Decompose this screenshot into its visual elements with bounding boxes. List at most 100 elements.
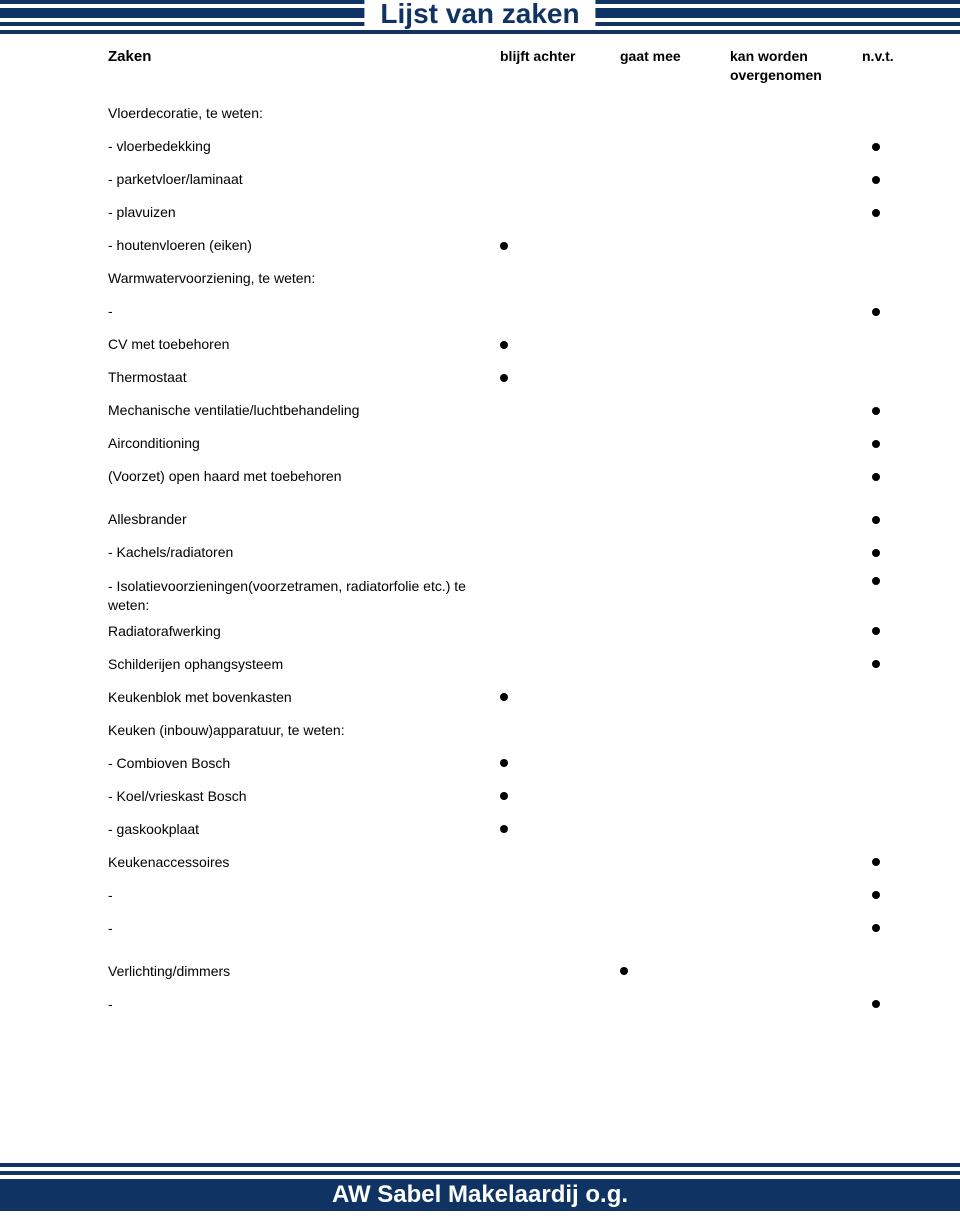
dot-icon	[872, 577, 880, 585]
table-row: CV met toebehoren	[108, 328, 868, 361]
item-label: Warmwatervoorziening, te weten:	[108, 269, 500, 288]
dot-icon	[500, 693, 508, 701]
table-body: Vloerdecoratie, te weten: - vloerbedekkin…	[108, 97, 868, 1021]
item-label: Keuken (inbouw)apparatuur, te weten:	[108, 721, 500, 740]
cell-c1	[500, 341, 620, 349]
item-label: Airconditioning	[108, 434, 500, 453]
dot-icon	[620, 967, 628, 975]
item-label: Allesbrander	[108, 510, 500, 529]
cell-c4	[862, 516, 922, 524]
header-col-kan-worden-sub: overgenomen	[730, 67, 822, 83]
cell-c1	[500, 693, 620, 701]
item-label: Vloerdecoratie, te weten:	[108, 104, 500, 123]
item-label: -	[108, 886, 500, 905]
item-label: - vloerbedekking	[108, 137, 500, 156]
dot-icon	[872, 891, 880, 899]
cell-c4	[862, 1000, 922, 1008]
footer-text: AW Sabel Makelaardij o.g.	[332, 1181, 628, 1209]
cell-c1	[500, 374, 620, 382]
table-row: -	[108, 912, 868, 945]
cell-c4	[862, 209, 922, 217]
item-label: Radiatorafwerking	[108, 622, 500, 641]
footer-band: AW Sabel Makelaardij o.g.	[0, 1159, 960, 1211]
table-row: - Isolatievoorzieningen(voorzetramen, ra…	[108, 577, 868, 615]
dot-icon	[872, 924, 880, 932]
dot-icon	[872, 209, 880, 217]
dot-icon	[872, 1000, 880, 1008]
item-label: - plavuizen	[108, 203, 500, 222]
cell-c4	[862, 440, 922, 448]
table-row: Allesbrander	[108, 503, 868, 536]
cell-c4	[862, 143, 922, 151]
item-label: -	[108, 919, 500, 938]
title-band: Lijst van zaken	[0, 0, 960, 34]
dot-icon	[872, 858, 880, 866]
item-label: Mechanische ventilatie/luchtbehandeling	[108, 401, 500, 420]
table-row: - Kachels/radiatoren	[108, 536, 868, 569]
cell-c1	[500, 825, 620, 833]
table-row: Keuken (inbouw)apparatuur, te weten:	[108, 714, 868, 747]
table-row: Schilderijen ophangsysteem	[108, 648, 868, 681]
table-row: -	[108, 879, 868, 912]
cell-c1	[500, 242, 620, 250]
dot-icon	[500, 792, 508, 800]
item-label: - Kachels/radiatoren	[108, 543, 500, 562]
cell-c1	[500, 792, 620, 800]
item-label: Thermostaat	[108, 368, 500, 387]
stripe-thin	[0, 30, 960, 34]
item-label: CV met toebehoren	[108, 335, 500, 354]
spacer	[108, 67, 730, 83]
dot-icon	[500, 374, 508, 382]
dot-icon	[872, 549, 880, 557]
table-row: Warmwatervoorziening, te weten:	[108, 262, 868, 295]
table-row: -	[108, 295, 868, 328]
item-label: - houtenvloeren (eiken)	[108, 236, 500, 255]
table-header-subrow: overgenomen	[108, 67, 868, 83]
header-col-gaat-mee: gaat mee	[620, 48, 730, 65]
dot-icon	[500, 759, 508, 767]
table-row: -	[108, 988, 868, 1021]
dot-icon	[500, 242, 508, 250]
table-row: Thermostaat	[108, 361, 868, 394]
header-col-nvt: n.v.t.	[862, 48, 922, 65]
dot-icon	[500, 341, 508, 349]
item-label: - Koel/vrieskast Bosch	[108, 787, 500, 806]
header-col-blijft-achter: blijft achter	[500, 48, 620, 65]
item-label: - Combioven Bosch	[108, 754, 500, 773]
cell-c4	[862, 407, 922, 415]
cell-c4	[862, 924, 922, 932]
table-header-row: Zaken blijft achter gaat mee kan worden …	[108, 48, 868, 65]
cell-c4	[862, 176, 922, 184]
table-row: Verlichting/dimmers	[108, 955, 868, 988]
dot-icon	[872, 473, 880, 481]
dot-icon	[872, 516, 880, 524]
table-row: Vloerdecoratie, te weten:	[108, 97, 868, 130]
dot-icon	[872, 308, 880, 316]
table-row: - Koel/vrieskast Bosch	[108, 780, 868, 813]
cell-c2	[620, 967, 730, 975]
table-row: - houtenvloeren (eiken)	[108, 229, 868, 262]
dot-icon	[872, 407, 880, 415]
table-row: (Voorzet) open haard met toebehoren	[108, 460, 868, 493]
item-label: (Voorzet) open haard met toebehoren	[108, 467, 500, 486]
footer-stripe-thick: AW Sabel Makelaardij o.g.	[0, 1179, 960, 1211]
footer-stripe-thin	[0, 1171, 960, 1175]
header-col-kan-worden: kan worden	[730, 48, 862, 65]
item-label: -	[108, 995, 500, 1014]
table-row: Keukenaccessoires	[108, 846, 868, 879]
cell-c1	[500, 759, 620, 767]
cell-c4	[862, 473, 922, 481]
item-label: Keukenblok met bovenkasten	[108, 688, 500, 707]
footer-stripe-thin	[0, 1163, 960, 1167]
dot-icon	[500, 825, 508, 833]
table-row: - Combioven Bosch	[108, 747, 868, 780]
page: Lijst van zaken Zaken blijft achter gaat…	[0, 0, 960, 1221]
page-title: Lijst van zaken	[364, 0, 595, 30]
item-label: - gaskookplaat	[108, 820, 500, 839]
cell-c4	[862, 577, 922, 585]
table-row: - gaskookplaat	[108, 813, 868, 846]
cell-c4	[862, 891, 922, 899]
item-label: - parketvloer/laminaat	[108, 170, 500, 189]
table-row: - plavuizen	[108, 196, 868, 229]
table-row: - parketvloer/laminaat	[108, 163, 868, 196]
